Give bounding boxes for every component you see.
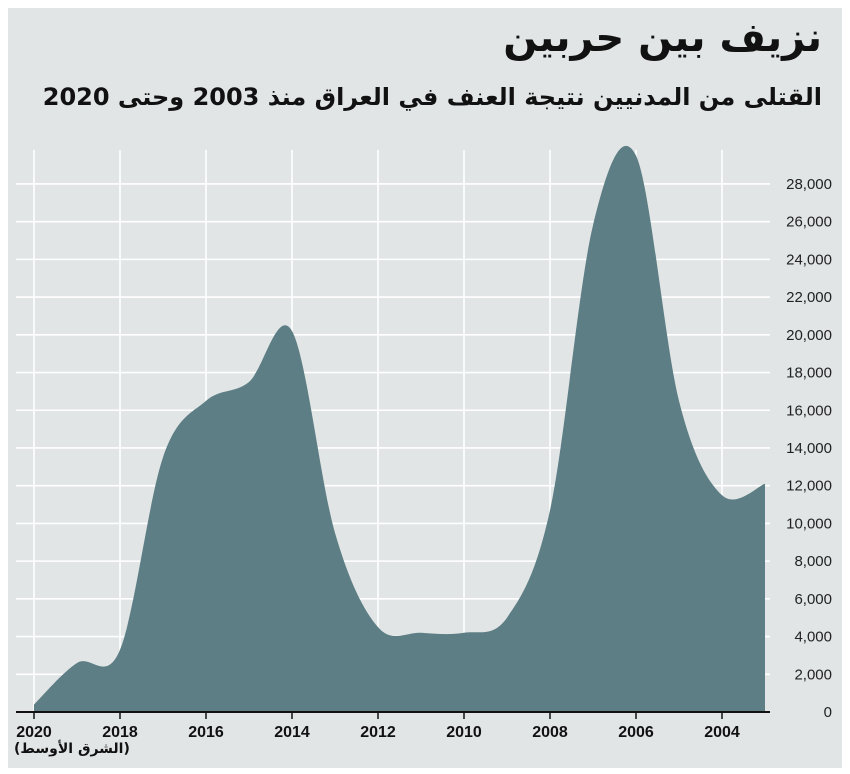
y-tick-label: 2,000 bbox=[794, 666, 832, 683]
area-series bbox=[34, 145, 765, 713]
x-tick-label: 2006 bbox=[618, 724, 654, 741]
y-tick-label: 14,000 bbox=[786, 440, 832, 457]
x-tick-label: 2016 bbox=[188, 724, 224, 741]
chart-title: نزيف بين حربين bbox=[503, 15, 822, 61]
x-tick-label: 2004 bbox=[704, 724, 740, 741]
y-tick-label: 16,000 bbox=[786, 402, 832, 419]
y-tick-label: 26,000 bbox=[786, 214, 832, 231]
y-tick-label: 8,000 bbox=[794, 553, 832, 570]
x-tick-label: 2020 bbox=[16, 724, 52, 741]
y-tick-label: 10,000 bbox=[786, 515, 832, 532]
y-tick-label: 12,000 bbox=[786, 478, 832, 495]
y-tick-label: 28,000 bbox=[786, 176, 832, 193]
source-credit: (الشرق الأوسط) bbox=[14, 741, 130, 757]
x-tick-label: 2018 bbox=[102, 724, 138, 741]
x-tick-label: 2012 bbox=[360, 724, 396, 741]
y-tick-label: 22,000 bbox=[786, 289, 832, 306]
x-tick-label: 2010 bbox=[446, 724, 482, 741]
y-tick-label: 24,000 bbox=[786, 251, 832, 268]
chart-subtitle: القتلى من المدنيين نتيجة العنف في العراق… bbox=[42, 83, 822, 111]
y-tick-label: 6,000 bbox=[794, 591, 832, 608]
y-tick-label: 0 bbox=[824, 704, 832, 721]
x-axis-ticks: 2020 2018 2016 2014 2012 2010 2008 2006 2004 bbox=[16, 712, 740, 741]
y-tick-label: 4,000 bbox=[794, 629, 832, 646]
y-tick-label: 18,000 bbox=[786, 365, 832, 382]
y-axis-ticks: 0 2,000 4,000 6,000 8,000 10,000 12,000 14,000 1… bbox=[786, 176, 832, 721]
x-tick-label: 2014 bbox=[274, 724, 310, 741]
y-tick-label: 20,000 bbox=[786, 327, 832, 344]
x-tick-label: 2008 bbox=[532, 724, 568, 741]
